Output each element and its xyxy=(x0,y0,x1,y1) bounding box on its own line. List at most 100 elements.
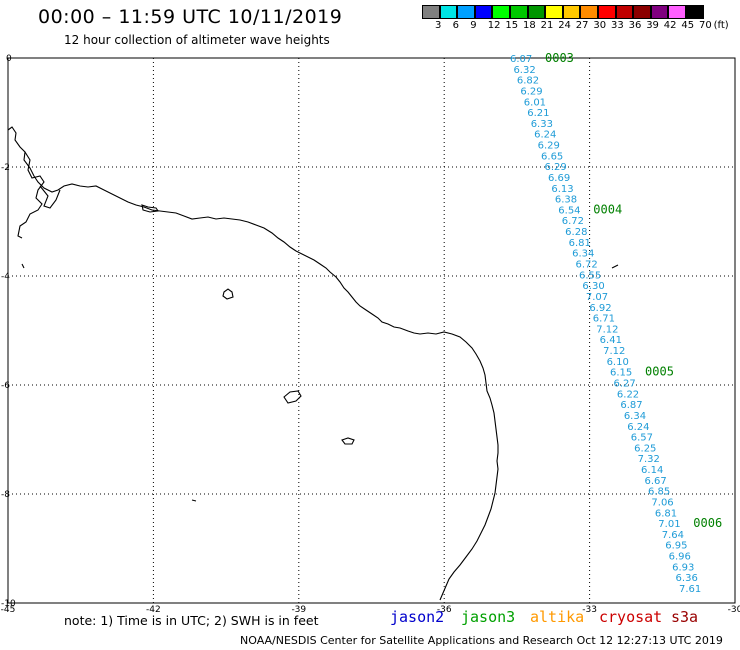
wave-height-value: 6.13 xyxy=(551,184,573,195)
wave-height-value: 6.54 xyxy=(558,205,580,216)
wave-height-value: 7.61 xyxy=(679,584,701,595)
wave-height-value: 7.64 xyxy=(662,530,684,541)
wave-height-value: 6.36 xyxy=(676,573,698,584)
wave-height-value: 6.57 xyxy=(631,433,653,444)
mainland-coastline xyxy=(7,126,499,601)
map-subtitle: 12 hour collection of altimeter wave hei… xyxy=(64,33,330,47)
altimeter-track: 6.076.326.826.296.016.216.336.246.296.65… xyxy=(510,54,701,595)
legend-label: (ft) xyxy=(713,20,729,31)
wave-height-value: 6.15 xyxy=(610,368,632,379)
wave-height-value: 6.21 xyxy=(527,108,549,119)
wave-height-value: 6.41 xyxy=(600,335,622,346)
legend-swatch xyxy=(633,5,651,19)
wave-height-value: 6.27 xyxy=(613,378,635,389)
wave-height-value: 7.12 xyxy=(596,324,618,335)
wave-height-value: 6.72 xyxy=(562,216,584,227)
legend-swatch xyxy=(474,5,493,19)
wave-height-value: 6.24 xyxy=(534,130,556,141)
legend-label: 33 xyxy=(611,20,624,31)
legend-swatches xyxy=(422,5,704,19)
legend-label: 70 xyxy=(699,20,712,31)
wave-height-value: 7.32 xyxy=(638,454,660,465)
wave-height-value: 6.85 xyxy=(648,487,670,498)
legend-swatch xyxy=(457,5,475,19)
x-tick-label: -33 xyxy=(582,605,597,615)
island-3 xyxy=(283,390,302,404)
wave-height-value: 6.10 xyxy=(607,357,629,368)
wave-height-value: 6.96 xyxy=(669,552,691,563)
wave-height-value: 6.71 xyxy=(593,314,615,325)
legend-swatch xyxy=(562,5,581,19)
y-tick-label: 0 xyxy=(6,54,12,64)
legend-swatch xyxy=(650,5,669,19)
y-tick-label: -4 xyxy=(1,272,10,282)
wave-height-value: 6.81 xyxy=(655,508,677,519)
legend-swatch xyxy=(615,5,634,19)
wave-height-value: 6.25 xyxy=(634,443,656,454)
footer-note: note: 1) Time is in UTC; 2) SWH is in fe… xyxy=(64,613,319,628)
legend-swatch xyxy=(422,5,440,19)
legend-swatch xyxy=(668,5,686,19)
island-5 xyxy=(21,263,619,502)
legend-label: 3 xyxy=(435,20,442,31)
legend-swatch xyxy=(492,5,510,19)
axis-labels: -45 -42 -39 -36 -33 -30 0 -2 -4 -6 -8 -10 xyxy=(1,54,740,615)
legend-label: 30 xyxy=(593,20,607,31)
color-legend: 3 6 9 12 15 18 21 24 27 30 33 36 39 42 45 70 (ft) xyxy=(422,5,729,33)
legend-label: 15 xyxy=(505,20,519,31)
wave-height-value: 6.01 xyxy=(524,97,546,108)
satellite-label: cryosat xyxy=(599,608,663,626)
y-tick-label: -6 xyxy=(1,381,10,391)
island-1 xyxy=(141,204,159,213)
wave-height-value: 6.28 xyxy=(565,227,587,238)
y-tick-label: -10 xyxy=(1,599,16,609)
satellite-label: s3a xyxy=(671,608,699,626)
legend-label: 45 xyxy=(681,20,695,31)
wave-height-value: 6.55 xyxy=(579,270,601,281)
legend-swatch xyxy=(580,5,598,19)
pass-label: 0005 xyxy=(645,365,674,379)
legend-label: 12 xyxy=(487,20,501,31)
wave-height-value: 6.22 xyxy=(617,389,639,400)
wave-height-value: 6.81 xyxy=(569,238,591,249)
wave-height-value: 7.07 xyxy=(586,292,608,303)
wave-height-value: 6.87 xyxy=(620,400,642,411)
wave-height-value: 6.29 xyxy=(520,86,542,97)
y-tick-label: -2 xyxy=(1,163,10,173)
wave-height-value: 6.34 xyxy=(572,249,594,260)
wave-height-value: 6.72 xyxy=(576,260,598,271)
wave-height-value: 6.92 xyxy=(589,303,611,314)
satellite-label: jason2 xyxy=(390,608,445,626)
wave-height-value: 6.93 xyxy=(672,562,694,573)
wave-height-value: 7.01 xyxy=(658,519,680,530)
satellite-label: altika xyxy=(530,608,585,626)
wave-height-value: 6.95 xyxy=(665,541,687,552)
x-tick-label: -30 xyxy=(728,605,740,615)
bay-coastline xyxy=(17,151,61,239)
legend-swatch xyxy=(439,5,458,19)
credit-line: NOAA/NESDIS Center for Satellite Applica… xyxy=(240,634,723,647)
wave-height-value: 6.07 xyxy=(510,54,532,65)
x-tick-label: -39 xyxy=(291,605,306,615)
legend-swatch xyxy=(685,5,704,19)
wave-height-value: 6.34 xyxy=(624,411,646,422)
wave-height-value: 6.82 xyxy=(517,76,539,87)
x-tick-label: -36 xyxy=(437,605,452,615)
wave-height-value: 6.24 xyxy=(627,422,649,433)
legend-label: 36 xyxy=(628,20,642,31)
wave-height-value: 6.65 xyxy=(541,151,563,162)
wave-height-value: 6.33 xyxy=(531,119,553,130)
wave-height-value: 7.12 xyxy=(603,346,625,357)
legend-label: 21 xyxy=(540,20,554,31)
coastline xyxy=(7,126,619,601)
pass-label: 0004 xyxy=(593,202,622,216)
legend-label: 9 xyxy=(470,20,477,31)
map-frame xyxy=(7,57,736,604)
island-4 xyxy=(341,437,355,445)
x-tick-label: -42 xyxy=(146,605,161,615)
wave-height-value: 6.29 xyxy=(538,141,560,152)
pass-label: 0003 xyxy=(545,51,574,65)
legend-label: 24 xyxy=(558,20,571,31)
island-2 xyxy=(222,288,234,300)
